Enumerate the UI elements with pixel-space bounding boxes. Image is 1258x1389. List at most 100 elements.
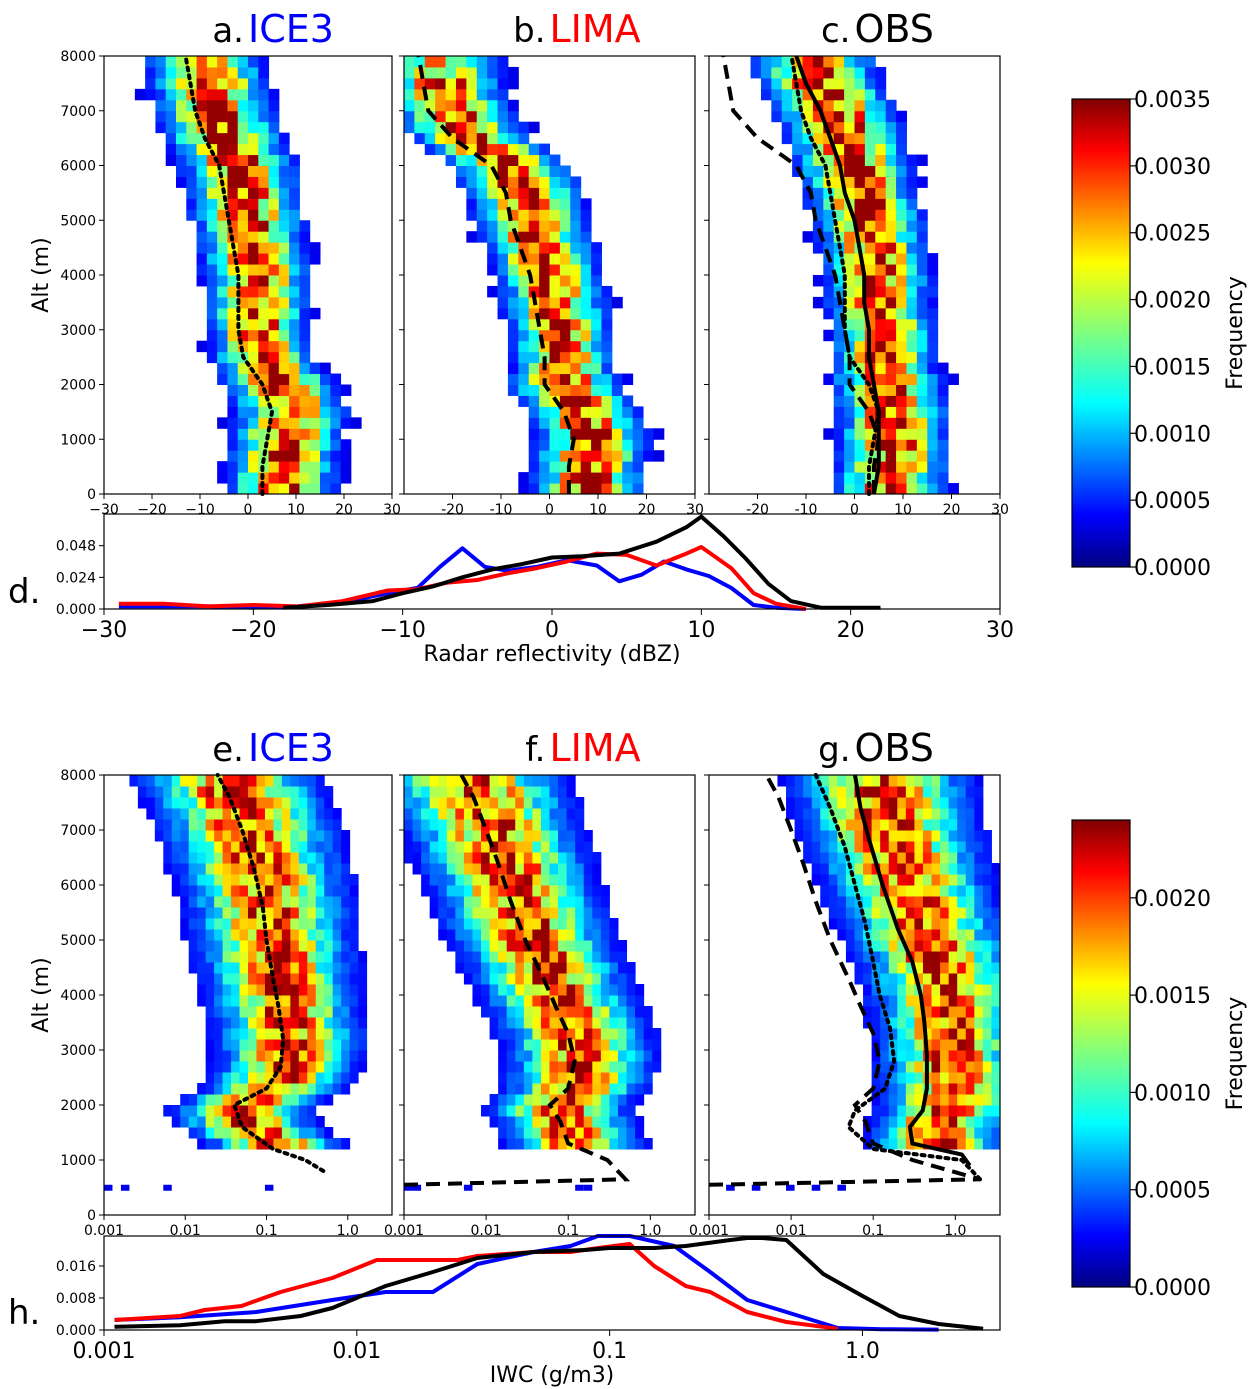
heatmap-cell (299, 362, 311, 375)
heatmap-cell (609, 962, 619, 974)
heatmap-cell (481, 907, 491, 919)
heatmap-cell (315, 929, 325, 941)
heatmap-cell (237, 77, 249, 90)
heatmap-cell (206, 99, 218, 112)
heatmap-cell (506, 907, 516, 919)
heatmap-cell (515, 1127, 525, 1139)
heatmap-cell (498, 830, 508, 842)
heatmap-cell (875, 231, 887, 243)
subplot-letter: d. (8, 572, 40, 612)
heatmap-cell (518, 483, 530, 495)
heatmap-cell (523, 1138, 533, 1150)
heatmap-cell (643, 1017, 653, 1029)
heatmap-cell (991, 1116, 1001, 1128)
heatmap-cell (227, 318, 239, 331)
heatmap-cell (803, 819, 813, 831)
heatmap-cell (885, 351, 897, 364)
heatmap-cell (575, 1061, 585, 1073)
heatmap-cell (497, 56, 509, 68)
heatmap-cell (528, 362, 540, 375)
heatmap-cell (307, 896, 317, 908)
heatmap-cell (466, 110, 478, 123)
heatmap-cell (885, 99, 897, 112)
heatmap-cell (497, 231, 509, 243)
heatmap-cell (289, 209, 300, 221)
heatmap-cell (518, 198, 530, 210)
heatmap-cell (358, 1050, 368, 1062)
heatmap-cell (134, 88, 146, 101)
heatmap-cell (248, 874, 257, 886)
heatmap-cell (481, 918, 491, 930)
heatmap-cell (278, 373, 290, 385)
heatmap-cell (888, 885, 898, 897)
heatmap-cell (248, 1094, 257, 1106)
heatmap-cell (466, 165, 478, 177)
heatmap-cell (897, 852, 907, 864)
heatmap-cell (258, 439, 270, 451)
heatmap-cell (803, 830, 813, 842)
heatmap-cell (472, 863, 482, 875)
heatmap-cell (617, 973, 628, 985)
heatmap-cell (349, 885, 359, 897)
heatmap-cell (299, 373, 311, 385)
y-tick-label: 0.016 (56, 1259, 96, 1275)
heatmap-cell (248, 918, 257, 930)
heatmap-cell (256, 907, 266, 919)
heatmap-cell (487, 220, 499, 232)
colorbar-tick-label: 0.0010 (1134, 1081, 1211, 1106)
panel-letter: e. (212, 730, 244, 770)
heatmap-cell (965, 863, 975, 875)
heatmap-cell (833, 461, 845, 473)
heatmap-cell (278, 209, 290, 221)
x-tick-label: −10 (185, 502, 215, 518)
heatmap-cell (489, 1116, 499, 1128)
heatmap-cell (559, 165, 571, 177)
heatmap-cell (811, 775, 821, 787)
heatmap-cell (349, 1039, 359, 1051)
heatmap-cell (186, 187, 198, 199)
heatmap-cell (845, 951, 855, 963)
heatmap-cell (227, 275, 239, 287)
heatmap-cell (404, 841, 414, 853)
heatmap-cell (931, 775, 941, 787)
heatmap-cell (289, 428, 300, 440)
heatmap-cell (916, 439, 928, 451)
heatmap-cell (823, 220, 835, 232)
heatmap-cell (341, 1083, 351, 1095)
heatmap-cell (854, 830, 864, 842)
heatmap-cell (549, 1039, 559, 1051)
heatmap-cell (438, 852, 448, 864)
heatmap-cell (222, 962, 232, 974)
heatmap-cell (298, 984, 308, 996)
panel-title: OBS (855, 7, 934, 51)
heatmap-cell (539, 329, 550, 342)
heatmap-cell (463, 907, 473, 919)
heatmap-cell (575, 1083, 585, 1095)
heatmap-cell (404, 819, 414, 831)
heatmap-cell (205, 1127, 215, 1139)
heatmap-cell (320, 472, 331, 484)
heatmap-cell (248, 165, 259, 177)
heatmap-cell (466, 132, 478, 145)
heatmap-cell (974, 1138, 984, 1150)
heatmap-cell (227, 439, 239, 451)
heatmap-cell (570, 307, 582, 320)
heatmap-cell (575, 819, 585, 831)
heatmap-cell (332, 1006, 342, 1018)
heatmap-cell (137, 786, 147, 798)
heatmap-cell (539, 253, 550, 265)
heatmap-cell (476, 176, 488, 188)
heatmap-cell (940, 1028, 950, 1040)
heatmap-cell (197, 775, 207, 787)
heatmap-cell (349, 1028, 359, 1040)
x-tick-label: 0.01 (776, 1223, 807, 1239)
heatmap-cell (823, 242, 835, 254)
heatmap-cell (927, 253, 939, 265)
heatmap-cell (498, 1105, 508, 1117)
heatmap-cell (264, 1061, 274, 1073)
heatmap-cell (429, 775, 439, 787)
x-tick-label: 30 (686, 502, 704, 518)
heatmap-cell (489, 896, 499, 908)
heatmap-cell (258, 132, 270, 145)
heatmap-cell (906, 384, 918, 396)
